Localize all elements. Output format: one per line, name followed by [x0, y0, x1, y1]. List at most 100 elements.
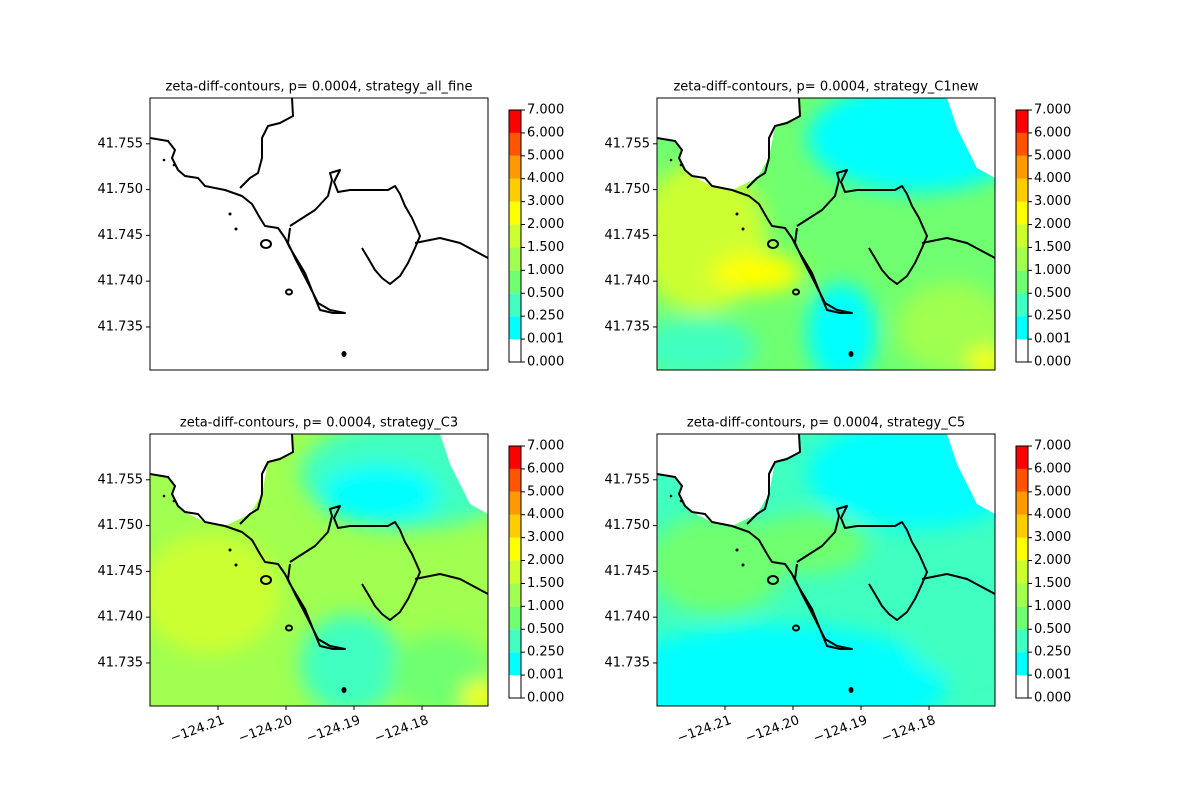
colorbar-frame: [508, 445, 522, 699]
colorbar-tick-label: 0.500: [1034, 622, 1071, 637]
map-field: [657, 434, 995, 706]
colorbar-tick-label: 1.500: [527, 240, 564, 255]
colorbar-tick-label: 1.500: [1034, 240, 1071, 255]
y-tick-label: 41.745: [98, 228, 144, 243]
y-tick-label: 41.735: [605, 319, 651, 334]
chart-title: zeta-diff-contours, p= 0.0004, strategy_…: [687, 416, 965, 431]
colorbar-tick-label: 2.000: [527, 553, 564, 568]
colorbar-segment: [1016, 201, 1028, 225]
axes-frame: [656, 433, 996, 707]
colorbar-segment: [1016, 606, 1028, 630]
colorbar-segment: [509, 652, 521, 676]
colorbar-tick-label: 3.000: [1034, 194, 1071, 209]
colorbar-tick-label: 4.000: [1034, 171, 1071, 186]
colorbar-segment: [1016, 270, 1028, 294]
colorbar-segment: [1016, 560, 1028, 584]
x-tick-label: −124.20: [743, 713, 801, 746]
colorbar-tick-label: 0.250: [527, 645, 564, 660]
colorbar-tick-label: 6.000: [527, 125, 564, 140]
colorbar-segment: [1016, 652, 1028, 676]
y-tick-label: 41.755: [98, 472, 144, 487]
colorbar-tick-label: 6.000: [1034, 125, 1071, 140]
colorbar-segment: [509, 560, 521, 584]
colorbar-segment: [509, 178, 521, 202]
map-field: [150, 434, 488, 706]
colorbar-segment: [509, 491, 521, 515]
colorbar-segment: [1016, 178, 1028, 202]
colorbar-segment: [509, 224, 521, 248]
colorbar-tick-label: 0.250: [527, 309, 564, 324]
colorbar-segment: [1016, 316, 1028, 340]
colorbar-segment: [509, 468, 521, 492]
colorbar-segment: [509, 132, 521, 156]
colorbar-segment: [1016, 110, 1028, 133]
colorbar-segment: [509, 110, 521, 133]
colorbar-tick-label: 7.000: [1034, 439, 1071, 454]
y-tick-label: 41.735: [98, 655, 144, 670]
colorbar-segment: [1016, 155, 1028, 179]
colorbar-segment: [1016, 629, 1028, 653]
colorbar-tick-label: 0.500: [1034, 286, 1071, 301]
colorbar-frame: [1015, 445, 1029, 699]
colorbar-tick-label: 1.000: [527, 263, 564, 278]
x-tick-label: −124.18: [372, 713, 430, 746]
colorbar-tick-label: 0.500: [527, 286, 564, 301]
colorbar-segment: [509, 446, 521, 469]
colorbar-segment: [1016, 583, 1028, 607]
colorbar-segment: [1016, 339, 1028, 362]
colorbar-segment: [509, 293, 521, 317]
y-tick-label: 41.740: [605, 274, 651, 289]
colorbar-tick-label: 3.000: [527, 194, 564, 209]
colorbar-tick-label: 5.000: [1034, 148, 1071, 163]
colorbar-tick-label: 1.000: [527, 599, 564, 614]
y-tick-label: 41.745: [605, 228, 651, 243]
colorbar-segment: [1016, 491, 1028, 515]
colorbar-tick-label: 4.000: [527, 171, 564, 186]
x-tick-label: −124.20: [236, 713, 294, 746]
y-tick-label: 41.750: [98, 518, 144, 533]
colorbar-segment: [509, 247, 521, 271]
axes-frame: [656, 97, 996, 371]
map-field: [150, 98, 488, 370]
colorbar-tick-label: 1.500: [527, 576, 564, 591]
y-tick-label: 41.755: [605, 136, 651, 151]
y-tick-label: 41.750: [605, 518, 651, 533]
colorbar-segment: [1016, 537, 1028, 561]
y-tick-label: 41.745: [605, 564, 651, 579]
chart-title: zeta-diff-contours, p= 0.0004, strategy_…: [166, 80, 473, 95]
colorbar-segment: [509, 201, 521, 225]
axes-frame: [149, 433, 489, 707]
colorbar-segment: [1016, 293, 1028, 317]
colorbar-tick-label: 3.000: [1034, 530, 1071, 545]
colorbar-tick-label: 5.000: [527, 148, 564, 163]
colorbar-tick-label: 0.250: [1034, 645, 1071, 660]
colorbar-tick-label: 1.000: [1034, 263, 1071, 278]
x-tick-label: −124.21: [675, 713, 733, 746]
y-tick-label: 41.745: [98, 564, 144, 579]
map-field: [657, 98, 995, 370]
colorbar-tick-label: 6.000: [1034, 461, 1071, 476]
colorbar-tick-label: 4.000: [527, 507, 564, 522]
colorbar-segment: [509, 606, 521, 630]
colorbar-tick-label: 7.000: [527, 103, 564, 118]
colorbar-tick-label: 2.000: [527, 217, 564, 232]
y-tick-label: 41.750: [605, 182, 651, 197]
colorbar-segment: [1016, 514, 1028, 538]
colorbar-segment: [509, 675, 521, 698]
colorbar-segment: [509, 514, 521, 538]
colorbar-tick-label: 1.500: [1034, 576, 1071, 591]
colorbar-tick-label: 7.000: [527, 439, 564, 454]
colorbar-segment: [1016, 446, 1028, 469]
x-tick-label: −124.19: [811, 713, 869, 746]
colorbar-segment: [1016, 132, 1028, 156]
colorbar-segment: [509, 583, 521, 607]
y-tick-label: 41.755: [98, 136, 144, 151]
colorbar-segment: [509, 155, 521, 179]
x-tick-label: −124.18: [879, 713, 937, 746]
colorbar-tick-label: 0.001: [1034, 668, 1071, 683]
x-tick-label: −124.19: [304, 713, 362, 746]
colorbar-tick-label: 0.000: [527, 691, 564, 706]
colorbar-tick-label: 0.500: [527, 622, 564, 637]
colorbar-frame: [1015, 109, 1029, 363]
